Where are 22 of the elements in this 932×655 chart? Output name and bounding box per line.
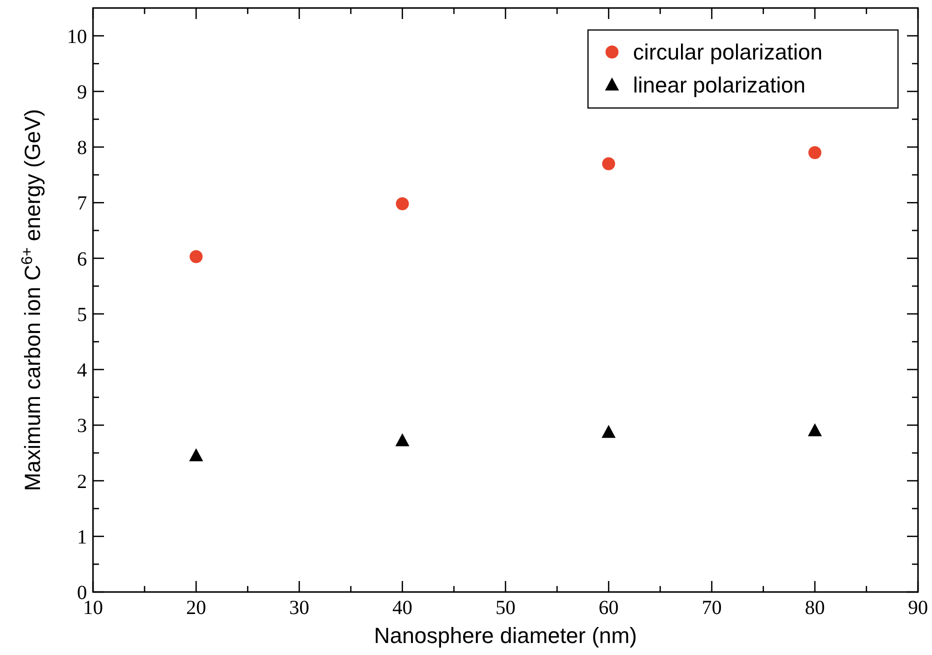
x-tick-label: 30 — [289, 597, 310, 619]
y-tick-label: 8 — [77, 137, 87, 160]
x-tick-label: 50 — [496, 597, 516, 619]
y-tick-label: 4 — [77, 360, 87, 382]
y-tick-label: 6 — [77, 248, 87, 270]
y-tick-label: 3 — [77, 415, 87, 438]
y-tick-label: 1 — [77, 526, 87, 548]
y-tick-label: 10 — [67, 26, 87, 48]
y-tick-label: 9 — [77, 81, 87, 104]
y-tick-label: 0 — [77, 582, 87, 604]
legend-label: circular polarization — [633, 40, 823, 65]
x-tick-label: 20 — [186, 597, 206, 619]
y-tick-label: 2 — [77, 470, 87, 493]
x-tick-label: 70 — [702, 597, 722, 619]
x-tick-label: 40 — [392, 597, 412, 619]
y-tick-label: 5 — [77, 304, 87, 326]
x-axis-title: Nanosphere diameter (nm) — [374, 623, 637, 648]
legend-label: linear polarization — [633, 72, 806, 98]
x-tick-label: 80 — [804, 597, 825, 619]
x-tick-label: 90 — [908, 597, 928, 619]
x-tick-label: 60 — [598, 597, 619, 619]
y-tick-label: 7 — [77, 192, 87, 215]
